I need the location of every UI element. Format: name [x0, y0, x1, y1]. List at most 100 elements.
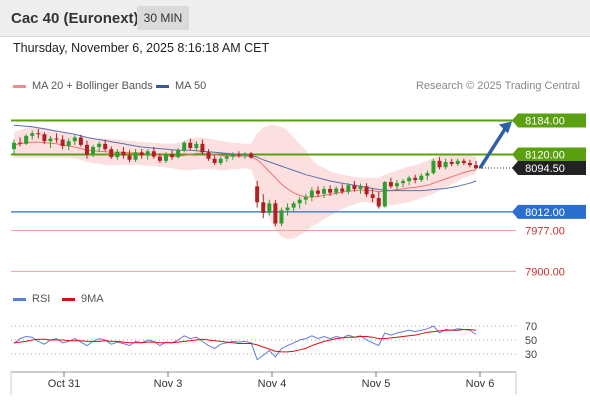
candle-body: [42, 134, 47, 142]
rsi-line: [13, 325, 477, 361]
candle-body: [236, 154, 241, 156]
candle: [103, 139, 108, 152]
x-axis: Oct 31 Nov 3 Nov 4 Nov 5 Nov 6: [10, 371, 517, 395]
candle: [145, 149, 150, 160]
candle-body: [328, 189, 333, 193]
candle-body: [212, 158, 217, 163]
candle: [36, 128, 41, 139]
candle-body: [358, 186, 363, 189]
ma20-swatch: [13, 84, 26, 88]
candle-body: [261, 202, 266, 213]
candle: [358, 183, 363, 194]
candle-body: [218, 158, 223, 163]
candle: [42, 132, 47, 144]
candle-body: [467, 162, 472, 166]
candle: [261, 194, 266, 219]
support-label-8012.00: 8012.00: [512, 204, 586, 219]
candle-body: [303, 196, 308, 200]
target-label-7977.00: 7977.00: [525, 225, 565, 237]
candle: [474, 160, 478, 170]
bollinger-band-fill: [14, 125, 476, 240]
candle: [461, 158, 466, 166]
candle: [364, 183, 369, 197]
candle-body: [163, 154, 168, 161]
candle: [139, 149, 144, 159]
candle: [176, 148, 181, 159]
candle: [382, 181, 387, 208]
candle-body: [109, 149, 114, 158]
candle: [127, 150, 132, 163]
candle-body: [437, 160, 442, 168]
candle: [212, 155, 217, 166]
candle-body: [224, 156, 229, 159]
candle: [109, 146, 114, 159]
candle: [315, 186, 320, 197]
last-price-label-text: 8094.50: [525, 163, 565, 175]
candle: [12, 139, 16, 155]
candle: [151, 147, 156, 159]
forecast-arrow-shaft: [478, 126, 508, 169]
candle-body: [431, 160, 436, 174]
candle-body: [91, 147, 96, 155]
candle: [309, 187, 314, 202]
candle: [224, 153, 229, 162]
candle: [419, 173, 424, 183]
candle: [91, 144, 96, 158]
candle: [334, 186, 339, 195]
legend-ma20-label: MA 20 + Bollinger Bands: [32, 80, 153, 92]
candle-body: [151, 151, 156, 157]
candle-body: [18, 142, 23, 144]
candle: [236, 151, 241, 158]
candle: [84, 140, 89, 159]
candle-body: [309, 190, 314, 197]
candle: [115, 149, 120, 160]
candle-body: [322, 189, 327, 194]
candle-body: [273, 203, 278, 224]
candle-body: [127, 155, 132, 160]
candle: [66, 138, 71, 151]
rsi-level-label-50: 50: [525, 335, 537, 347]
candle: [346, 183, 351, 195]
candle: [48, 135, 53, 149]
candle: [72, 134, 77, 145]
x-tick-label: Nov 6: [466, 378, 495, 390]
candle: [30, 130, 35, 140]
candle: [273, 200, 278, 227]
candle-body: [291, 203, 296, 208]
rsi-swatch: [13, 297, 26, 301]
candle-body: [297, 199, 302, 204]
legend-rsi-label: RSI: [32, 293, 51, 305]
candle: [157, 153, 162, 163]
candle-body: [206, 152, 211, 159]
candle-body: [121, 151, 126, 156]
candle: [394, 179, 399, 191]
candle: [443, 158, 448, 170]
candle-body: [30, 133, 35, 136]
resistance-label-8120.00-text: 8120.00: [525, 149, 565, 161]
candle-body: [370, 194, 375, 199]
resistance-label-8184.00: 8184.00: [512, 113, 586, 128]
candle: [291, 201, 296, 212]
candle: [121, 147, 126, 159]
timeframe-button[interactable]: 30 MIN: [137, 6, 189, 30]
candle: [370, 188, 375, 203]
research-credit: Research © 2025 Trading Central: [415, 80, 580, 92]
candle: [230, 152, 235, 160]
candle-body: [474, 165, 478, 169]
candle-body: [84, 144, 89, 155]
candle-body: [188, 142, 193, 149]
candle-body: [419, 175, 424, 180]
candle: [388, 177, 393, 189]
last-price-label: 8094.50: [512, 161, 586, 176]
candle-body: [157, 156, 162, 161]
candle: [455, 158, 460, 167]
candle: [328, 185, 333, 196]
candle: [188, 138, 193, 151]
candle-body: [413, 177, 418, 180]
candle: [413, 174, 418, 184]
candle-body: [194, 143, 199, 149]
candle-body: [48, 138, 53, 142]
candle-body: [249, 153, 254, 158]
instrument-title: Cac 40 (Euronext): [11, 10, 139, 27]
candle: [218, 156, 223, 166]
